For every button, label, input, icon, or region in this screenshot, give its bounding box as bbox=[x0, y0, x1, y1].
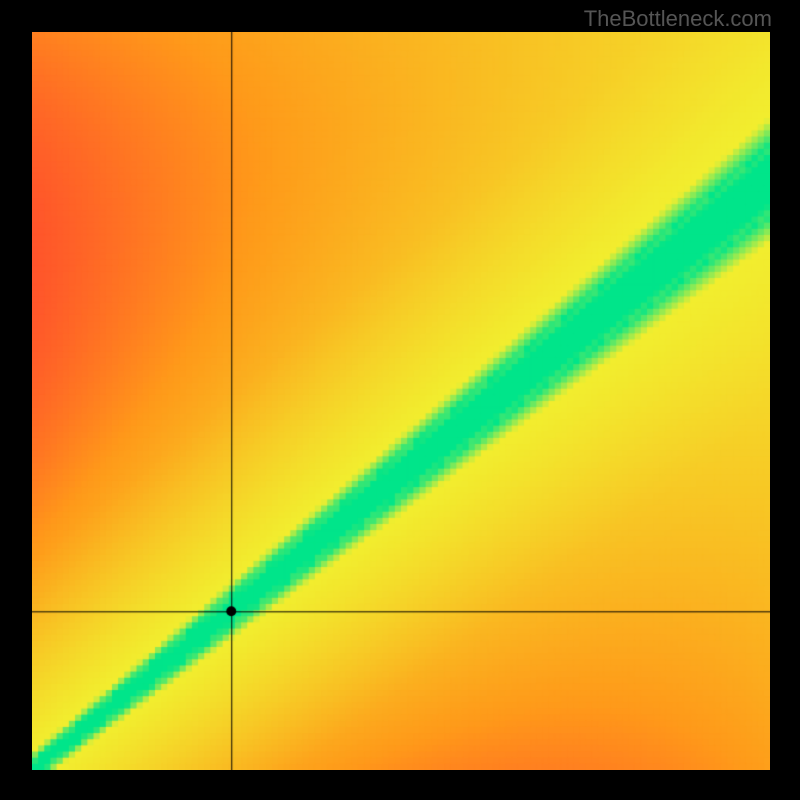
watermark-text: TheBottleneck.com bbox=[584, 6, 772, 32]
heatmap-canvas bbox=[32, 32, 770, 770]
heatmap-plot bbox=[32, 32, 770, 770]
